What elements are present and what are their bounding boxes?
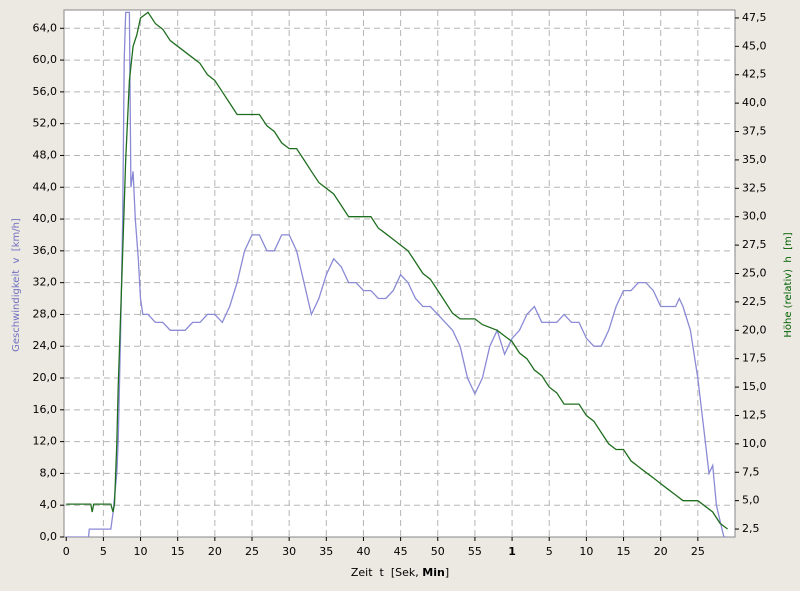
x-tick-label: 25 — [691, 545, 705, 558]
y2-tick-label: 7,5 — [742, 465, 760, 478]
grid — [64, 10, 735, 537]
x-tick-label: 15 — [617, 545, 631, 558]
x-tick-label: 35 — [319, 545, 333, 558]
y-tick-label: 16,0 — [33, 403, 58, 416]
y-tick-label: 60,0 — [33, 53, 58, 66]
y-tick-label: 48,0 — [33, 148, 58, 161]
y2-axis-label: Höhe (relativ) h [m] — [783, 232, 794, 337]
y2-tick-label: 2,5 — [742, 522, 760, 535]
y2-tick-label: 10,0 — [742, 437, 767, 450]
y2-tick-label: 30,0 — [742, 210, 767, 223]
x-tick-label: 50 — [431, 545, 445, 558]
y-tick-label: 8,0 — [40, 466, 58, 479]
y2-tick-label: 5,0 — [742, 494, 760, 507]
series-line — [66, 11, 728, 537]
y2-tick-label: 12,5 — [742, 408, 767, 421]
y-axis-label: Geschwindigkeit v [km/h] — [11, 218, 22, 352]
x-tick-label: 1 — [508, 545, 516, 558]
x-tick-label: 5 — [100, 545, 107, 558]
x-label-part: ] — [445, 566, 449, 579]
y-tick-label: 44,0 — [33, 180, 58, 193]
x-tick-label: 25 — [245, 545, 259, 558]
lines — [66, 11, 728, 537]
y-tick-label: 52,0 — [33, 117, 58, 130]
y-tick-label: 64,0 — [33, 21, 58, 34]
y-tick-label: 4,0 — [40, 498, 58, 511]
series-line — [66, 11, 728, 530]
x-axis-label: Zeit t [Sek, Min] — [351, 566, 449, 579]
y-tick-label: 56,0 — [33, 85, 58, 98]
y-tick-label: 20,0 — [33, 371, 58, 384]
x-tick-label: 0 — [63, 545, 70, 558]
y-tick-label: 0,0 — [40, 530, 58, 543]
y2-tick-label: 37,5 — [742, 125, 767, 138]
y2-tick-label: 25,0 — [742, 267, 767, 280]
y-tick-label: 12,0 — [33, 435, 58, 448]
x-tick-label: 10 — [579, 545, 593, 558]
y2-tick-label: 27,5 — [742, 238, 767, 251]
x-tick-label: 15 — [171, 545, 185, 558]
x-tick-label: 45 — [394, 545, 408, 558]
y2-tick-label: 17,5 — [742, 352, 767, 365]
y-tick-label: 40,0 — [33, 212, 58, 225]
y2-tick-label: 47,5 — [742, 11, 767, 24]
x-tick-label: 20 — [654, 545, 668, 558]
y2-tick-label: 15,0 — [742, 380, 767, 393]
y2-tick-label: 22,5 — [742, 295, 767, 308]
x-label-part: Min — [422, 566, 445, 579]
plot-area — [63, 9, 736, 538]
x-label-part: Zeit t [Sek, — [351, 566, 422, 579]
axes: 0 5 10 15 20 25 30 35 40 45 50 55 1 5 10 15 20 250,04,08,… — [33, 11, 767, 558]
x-tick-label: 40 — [356, 545, 370, 558]
x-tick-label: 55 — [468, 545, 482, 558]
y-tick-label: 24,0 — [33, 339, 58, 352]
y2-tick-label: 40,0 — [742, 96, 767, 109]
x-tick-label: 10 — [134, 545, 148, 558]
y-tick-label: 32,0 — [33, 276, 58, 289]
y2-tick-label: 20,0 — [742, 323, 767, 336]
y2-tick-label: 35,0 — [742, 153, 767, 166]
y-tick-label: 28,0 — [33, 307, 58, 320]
y2-tick-label: 32,5 — [742, 181, 767, 194]
x-tick-label: 30 — [282, 545, 296, 558]
x-tick-label: 20 — [208, 545, 222, 558]
y2-tick-label: 45,0 — [742, 39, 767, 52]
y2-tick-label: 42,5 — [742, 68, 767, 81]
y-tick-label: 36,0 — [33, 244, 58, 257]
x-tick-label: 5 — [546, 545, 553, 558]
